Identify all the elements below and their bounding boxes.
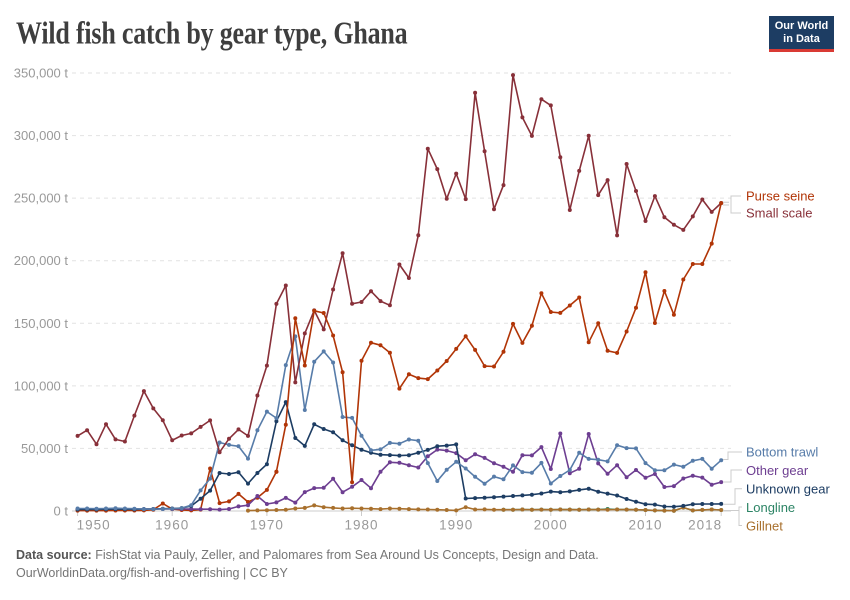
svg-text:Longline: Longline [746, 500, 795, 515]
svg-text:150,000 t: 150,000 t [14, 316, 69, 331]
svg-text:100,000 t: 100,000 t [14, 378, 69, 393]
svg-text:0 t: 0 t [54, 504, 69, 519]
svg-text:2018: 2018 [688, 518, 722, 533]
svg-text:Small scale: Small scale [746, 206, 812, 221]
svg-text:Purse seine: Purse seine [746, 189, 815, 204]
svg-text:1970: 1970 [250, 518, 284, 533]
svg-text:300,000 t: 300,000 t [14, 128, 69, 143]
svg-text:Gillnet: Gillnet [746, 518, 783, 533]
svg-text:350,000 t: 350,000 t [14, 66, 69, 81]
svg-text:1990: 1990 [439, 518, 473, 533]
svg-text:2010: 2010 [628, 518, 662, 533]
svg-text:50,000 t: 50,000 t [21, 441, 68, 456]
svg-text:1950: 1950 [77, 518, 111, 533]
svg-text:1980: 1980 [344, 518, 378, 533]
svg-text:Bottom trawl: Bottom trawl [746, 445, 818, 460]
svg-text:Unknown gear: Unknown gear [746, 481, 830, 496]
svg-text:200,000 t: 200,000 t [14, 253, 69, 268]
svg-text:1960: 1960 [155, 518, 189, 533]
svg-text:2000: 2000 [534, 518, 568, 533]
svg-text:Other gear: Other gear [746, 463, 809, 478]
svg-text:250,000 t: 250,000 t [14, 191, 69, 206]
